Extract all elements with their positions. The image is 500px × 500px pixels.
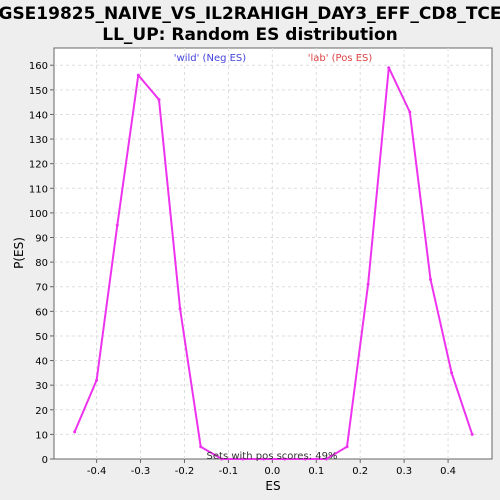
x-tick-label: 0.4 — [440, 466, 456, 477]
axes: 0 10 20 30 40 50 60 70 80 90 100 110 120 130 140 150 160… — [29, 61, 456, 477]
data-point — [262, 457, 266, 461]
series-layer — [73, 66, 474, 461]
pos-es-label: 'lab' (Pos ES) — [308, 53, 373, 64]
y-tick-label: 50 — [35, 332, 48, 343]
y-tick-label: 150 — [29, 86, 48, 97]
data-point — [366, 282, 370, 286]
x-tick-label: -0.3 — [131, 466, 151, 477]
x-tick-label: 0.1 — [308, 466, 324, 477]
neg-es-label: 'wild' (Neg ES) — [174, 53, 246, 64]
data-point — [408, 110, 412, 114]
data-point — [387, 66, 391, 70]
chart-title-line-2: LL_UP: Random ES distribution — [102, 25, 398, 45]
data-point — [178, 307, 182, 311]
data-point — [95, 378, 99, 382]
x-axis-label: ES — [265, 479, 280, 493]
y-tick-label: 160 — [29, 61, 48, 72]
data-point — [73, 430, 77, 434]
data-point — [345, 445, 349, 449]
y-tick-label: 100 — [29, 209, 48, 220]
y-tick-label: 40 — [35, 357, 48, 368]
series-line-0 — [73, 66, 474, 460]
data-point — [470, 432, 474, 436]
data-point — [220, 457, 224, 461]
y-tick-label: 80 — [35, 258, 48, 269]
data-point — [241, 457, 245, 461]
y-tick-label: 130 — [29, 135, 48, 146]
data-point — [199, 445, 203, 449]
x-tick-label: -0.1 — [219, 466, 239, 477]
y-tick-label: 70 — [35, 283, 48, 294]
data-point — [450, 371, 454, 375]
x-tick-label: -0.2 — [175, 466, 195, 477]
data-point — [115, 223, 119, 227]
y-tick-label: 90 — [35, 234, 48, 245]
x-tick-label: 0.0 — [264, 466, 280, 477]
y-tick-label: 10 — [35, 430, 48, 441]
data-point — [428, 277, 432, 281]
y-axis-label: P(ES) — [12, 237, 26, 269]
data-point — [303, 457, 307, 461]
x-tick-label: -0.4 — [87, 466, 107, 477]
data-point — [324, 457, 328, 461]
chart-title-line-1: GSE19825_NAIVE_VS_IL2RAHIGH_DAY3_EFF_CD8… — [0, 4, 500, 24]
x-tick-label: 0.2 — [352, 466, 368, 477]
plot-area — [53, 47, 493, 460]
grid-lines — [54, 48, 492, 459]
data-point — [136, 73, 140, 77]
x-tick-label: 0.3 — [396, 466, 412, 477]
y-tick-label: 120 — [29, 160, 48, 171]
data-point — [283, 457, 287, 461]
y-tick-label: 20 — [35, 406, 48, 417]
data-point — [157, 98, 161, 102]
y-tick-label: 0 — [42, 455, 48, 466]
y-tick-label: 60 — [35, 307, 48, 318]
y-tick-label: 110 — [29, 184, 48, 195]
y-tick-label: 30 — [35, 381, 48, 392]
pos-scores-footer: Sets with pos scores: 49% — [207, 451, 338, 462]
y-tick-label: 140 — [29, 110, 48, 121]
